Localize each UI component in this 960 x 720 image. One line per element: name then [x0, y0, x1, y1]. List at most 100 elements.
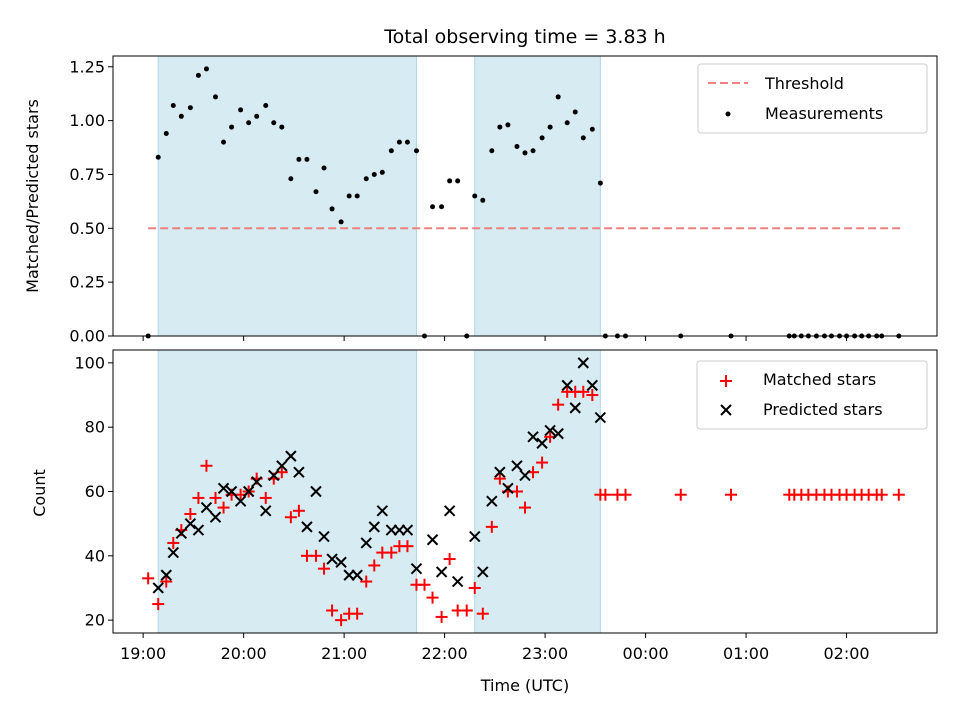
measurement-point: [539, 135, 545, 141]
x-tick-label: 23:00: [522, 644, 568, 663]
measurement-point: [413, 148, 419, 154]
measurement-point: [170, 103, 176, 109]
matched-star-point: [351, 607, 364, 620]
y-tick-label: 1.00: [69, 111, 105, 130]
predicted-star-point: [360, 537, 372, 549]
bottom-legend-box: [696, 360, 928, 430]
measurement-point: [522, 150, 528, 156]
predicted-star-point: [577, 357, 589, 369]
measurement-point: [296, 156, 302, 162]
chart-title: Total observing time = 3.83 h: [383, 26, 665, 48]
measurement-point: [379, 169, 385, 175]
top-plot-frame: [112, 55, 938, 337]
predicted-star-point: [200, 501, 213, 514]
predicted-star-point: [234, 495, 247, 507]
matched-star-point: [599, 488, 612, 501]
matched-star-point: [385, 546, 398, 559]
measurement-point: [505, 122, 511, 128]
matched-star-point: [368, 559, 381, 572]
measurement-point: [472, 193, 478, 199]
measurement-point: [321, 165, 327, 171]
measurement-point: [547, 124, 553, 130]
predicted-star-point: [368, 521, 380, 533]
measurement-point: [555, 94, 561, 100]
matched-star-point: [142, 572, 155, 585]
measurement-point: [254, 113, 260, 119]
top-y-ticks: 0.00 0.25 0.50 0.75 1.00 1.25: [69, 57, 113, 346]
matched-star-point: [510, 485, 523, 498]
top-legend-box: [697, 63, 928, 134]
matched-star-point: [184, 508, 197, 521]
matched-star-point: [460, 604, 473, 617]
measurement-point: [304, 156, 310, 162]
measurement-point: [363, 176, 369, 182]
predicted-star-point: [502, 482, 514, 494]
shaded-interval-0: [157, 55, 417, 337]
measurement-point: [163, 131, 169, 137]
predicted-star-point: [160, 569, 172, 581]
predicted-star-point: [276, 460, 288, 472]
bottom-shaded-intervals: [157, 349, 601, 634]
matched-star-point: [259, 491, 272, 504]
legend-predicted-swatch: [720, 404, 732, 416]
matched-star-point: [435, 610, 448, 623]
measurement-point: [354, 193, 360, 199]
predicted-star-point: [167, 546, 179, 559]
matched-star-point: [167, 536, 180, 549]
matched-star-point: [152, 598, 165, 611]
measurement-point: [396, 139, 402, 145]
predicted-star-point: [326, 553, 338, 565]
predicted-star-point: [435, 566, 448, 578]
measurement-point: [221, 139, 227, 145]
predicted-star-point: [536, 437, 548, 449]
predicted-star-point: [443, 505, 456, 517]
measurement-point: [288, 176, 294, 182]
measurement-points: [145, 66, 902, 339]
predicted-star-point: [250, 476, 263, 488]
matched-star-point: [476, 607, 489, 620]
predicted-star-point: [268, 469, 280, 482]
legend-threshold-label: Threshold: [764, 74, 844, 93]
y-tick-label: 80: [85, 418, 105, 437]
predicted-star-point: [544, 424, 556, 437]
predicted-star-point: [494, 466, 506, 478]
matched-star-point: [468, 581, 481, 594]
measurement-point: [212, 94, 218, 100]
matched-star-point: [318, 562, 331, 575]
predicted-star-point: [451, 575, 464, 588]
predicted-star-point: [293, 466, 305, 478]
matched-star-point: [292, 504, 305, 517]
legend-matched-swatch: [720, 375, 732, 387]
matched-star-point: [485, 520, 498, 533]
top-y-axis-label: Matched/Predicted stars: [23, 99, 42, 293]
predicted-star-point: [594, 411, 607, 424]
y-tick-label: 0.75: [69, 165, 105, 184]
x-tick-label: 19:00: [120, 644, 166, 663]
measurement-point: [447, 178, 453, 184]
predicted-star-point: [152, 582, 164, 594]
predicted-star-point: [401, 524, 414, 536]
x-tick-label: 02:00: [824, 644, 870, 663]
measurement-point: [329, 206, 335, 212]
matched-star-point: [426, 591, 439, 604]
predicted-star-point: [552, 427, 564, 440]
measurement-point: [497, 124, 503, 130]
top-shaded-intervals: [157, 55, 601, 337]
measurement-point: [480, 197, 486, 203]
predicted-star-point: [260, 505, 272, 517]
matched-star-point: [401, 540, 414, 553]
matched-star-point: [209, 491, 222, 504]
predicted-star-point: [569, 402, 581, 414]
top-panel: 0.00 0.25 0.50 0.75 1.00 1.25 Matched/Predict…: [23, 55, 938, 346]
measurement-point: [404, 139, 410, 145]
measurement-point: [246, 120, 252, 126]
matched-star-point: [892, 488, 905, 501]
measurement-point: [271, 120, 277, 126]
y-tick-label: 20: [85, 611, 105, 630]
predicted-star-point: [477, 566, 489, 578]
y-tick-label: 40: [85, 546, 105, 565]
matched-star-point: [875, 488, 888, 501]
matched-star-point: [586, 389, 599, 402]
x-tick-label: 22:00: [422, 644, 468, 663]
predicted-star-point: [586, 379, 599, 392]
